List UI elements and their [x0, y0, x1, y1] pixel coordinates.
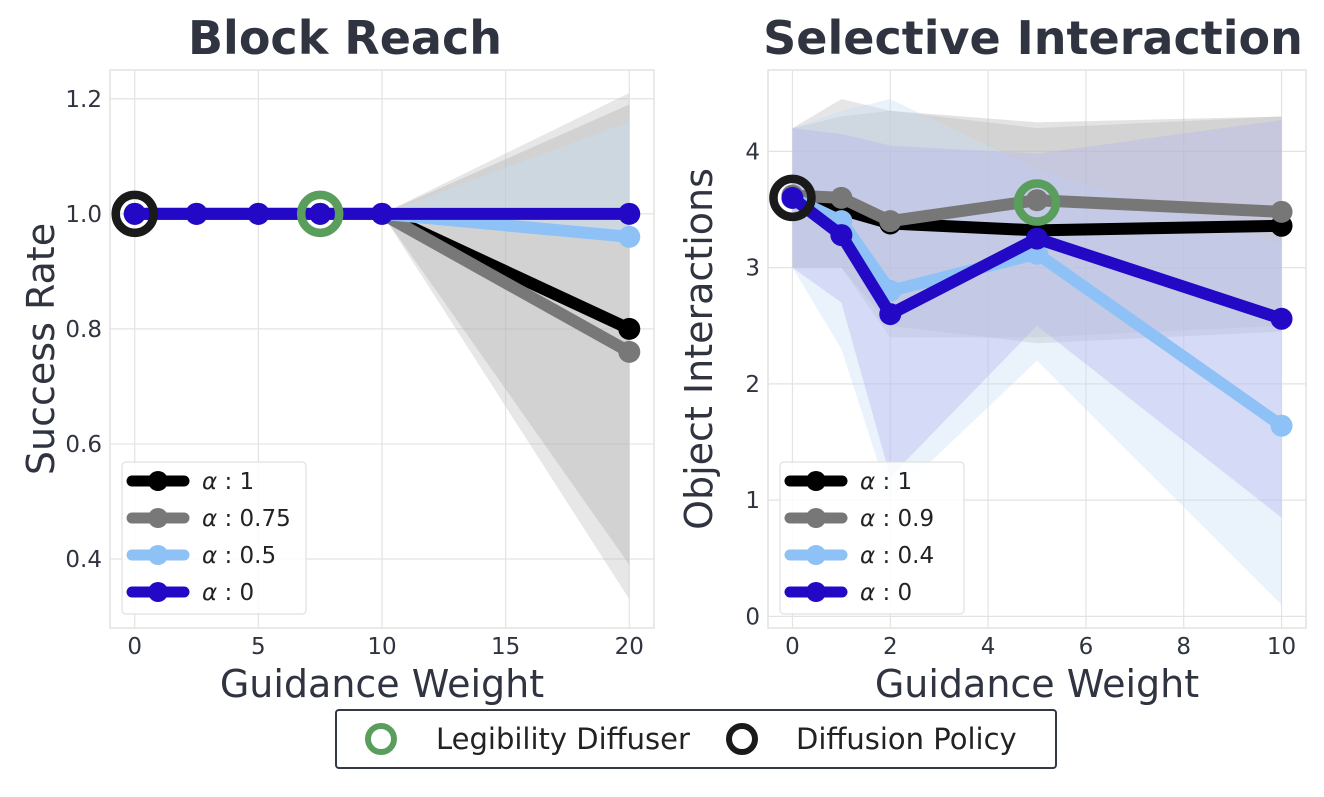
data-point-0 [185, 202, 208, 225]
bottom-legend-ring-1 [726, 723, 758, 755]
x-tick-label: 20 [615, 634, 644, 660]
series-legend: α : 1 α : 0.75 α : 0.5 α : 0 [121, 461, 307, 615]
legend-dot-0 [806, 582, 826, 602]
legend-label-0.5: α : 0.5 [202, 543, 276, 569]
legend-dot-0 [148, 582, 168, 602]
chart-title: Block Reach [188, 11, 502, 65]
legend-dot-0.5 [148, 545, 168, 565]
data-point-0 [879, 303, 902, 326]
data-point-0.5 [618, 225, 641, 248]
x-tick-label: 0 [127, 634, 142, 660]
x-tick-label: 6 [1079, 634, 1094, 660]
legend-box [779, 461, 965, 615]
x-tick-label: 0 [785, 634, 800, 660]
x-tick-label: 4 [981, 634, 996, 660]
y-tick-label: 4 [745, 139, 760, 165]
data-point-0.4 [1270, 414, 1293, 437]
y-tick-label: 0 [745, 604, 760, 630]
marker-legibility-diffuser [296, 190, 344, 238]
legend-dot-0.4 [806, 545, 826, 565]
legend-dot-1 [806, 471, 826, 491]
legend-dot-1 [148, 471, 168, 491]
y-tick-label: 3 [745, 256, 760, 282]
legend-label-0.75: α : 0.75 [202, 506, 291, 532]
data-point-0 [830, 224, 853, 247]
plot-content [123, 93, 641, 600]
marker-diffusion-policy [111, 190, 158, 238]
bottom-legend-box [335, 709, 1057, 769]
plot-content [781, 99, 1293, 605]
panel-block-reach: 0 5 10 15 20 0.4 0.6 0.8 1.0 1.2 Block Reach Guidan… [19, 11, 655, 706]
legend-label-0: α : 0 [860, 580, 912, 606]
series-legend: α : 1 α : 0.9 α : 0.4 α : 0 [779, 461, 965, 615]
x-axis-label: Guidance Weight [875, 662, 1199, 706]
y-tick-label: 1.0 [65, 202, 102, 228]
data-point-0 [309, 202, 332, 225]
legend-label-0.9: α : 0.9 [860, 506, 934, 532]
data-point-0 [123, 202, 146, 225]
x-tick-label: 5 [251, 634, 266, 660]
data-point-0 [1026, 227, 1048, 250]
data-point-0.9 [879, 210, 902, 233]
marker-legibility-diffuser [1013, 179, 1061, 226]
data-point-0 [781, 186, 804, 209]
y-axis-label: Success Rate [19, 223, 63, 475]
y-tick-label: 0.6 [65, 432, 102, 458]
y-tick-label: 1.2 [65, 87, 102, 113]
data-point-0 [247, 202, 270, 225]
y-tick-label: 2 [745, 372, 760, 398]
y-tick-label: 0.8 [65, 317, 102, 343]
bottom-legend-label-0: Legibility Diffuser [436, 722, 690, 756]
data-point-0 [1270, 307, 1293, 330]
legend-label-1: α : 1 [202, 469, 254, 495]
legend-dot-0.75 [148, 508, 168, 528]
legend-dot-0.9 [806, 508, 826, 528]
data-point-0 [618, 202, 641, 225]
data-point-0 [371, 202, 393, 225]
legend-box [121, 461, 307, 615]
data-point-0.9 [1026, 189, 1048, 212]
bottom-legend-ring-0 [365, 723, 397, 755]
x-tick-label: 15 [491, 634, 520, 660]
chart-title: Selective Interaction [763, 11, 1303, 65]
x-axis-label: Guidance Weight [220, 662, 544, 706]
legend-label-0.4: α : 0.4 [860, 543, 934, 569]
legend-label-1: α : 1 [860, 469, 912, 495]
y-axis-label: Object Interactions [677, 168, 721, 530]
data-point-0.9 [830, 186, 853, 209]
marker-diffusion-policy [769, 174, 816, 222]
panel-selective-interaction: 0 2 4 6 8 10 0 1 2 3 4 Selective Interaction Guidanc… [677, 11, 1307, 706]
data-point-0.9 [1270, 200, 1293, 223]
x-tick-label: 2 [883, 634, 898, 660]
x-tick-label: 10 [367, 634, 396, 660]
data-point-1 [618, 317, 641, 340]
y-tick-label: 1 [745, 488, 760, 514]
x-tick-label: 8 [1176, 634, 1191, 660]
legend-label-0: α : 0 [202, 580, 254, 606]
x-tick-label: 10 [1267, 634, 1296, 660]
data-point-0.4 [1026, 242, 1048, 265]
bottom-legend-label-1: Diffusion Policy [796, 722, 1017, 756]
y-tick-label: 0.4 [65, 547, 102, 573]
bottom-legend: Legibility Diffuser Diffusion Policy [335, 709, 1057, 769]
data-point-0.75 [618, 340, 641, 363]
